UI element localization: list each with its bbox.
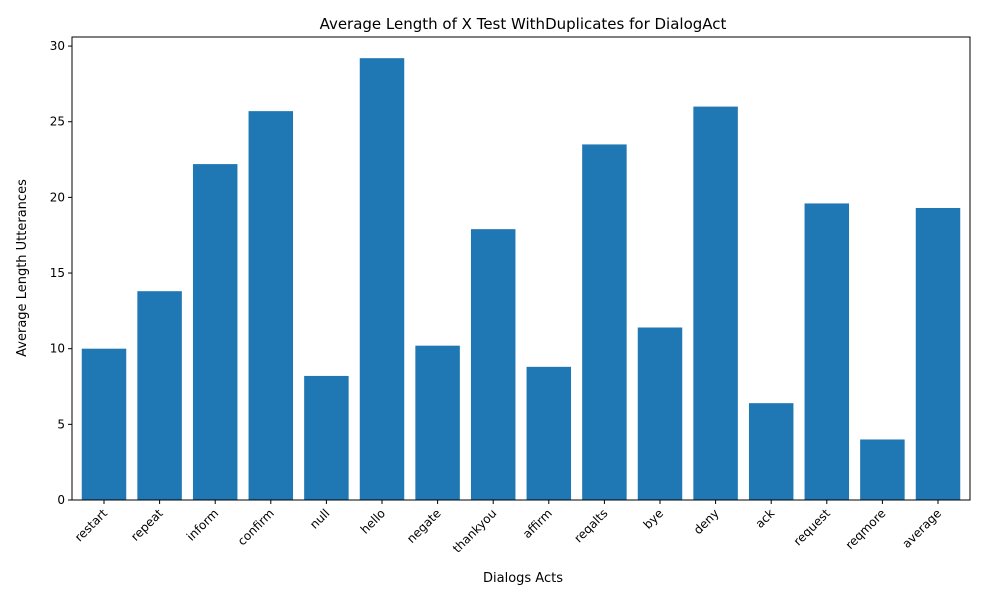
y-tick-label: 30 xyxy=(50,39,65,53)
y-tick-label: 5 xyxy=(57,417,65,431)
x-tick-label: negate xyxy=(404,506,444,546)
y-tick-label: 25 xyxy=(50,115,65,129)
x-tick-label: affirm xyxy=(520,506,555,541)
x-tick-label: thankyou xyxy=(450,506,499,555)
x-tick-label: reqmore xyxy=(843,506,889,552)
y-tick-label: 0 xyxy=(57,493,65,507)
bar-confirm xyxy=(248,111,294,500)
bar-average xyxy=(915,207,961,501)
x-tick-label: average xyxy=(899,506,944,551)
bar-repeat xyxy=(137,291,182,500)
x-tick-label: inform xyxy=(184,506,221,543)
x-axis-ticks: restart repeat inform confirm null hello negat… xyxy=(72,500,944,556)
chart-title: Average Length of X Test WithDuplicates … xyxy=(320,15,727,33)
bar-bye xyxy=(637,327,683,500)
bar-reqalts xyxy=(582,144,627,500)
x-tick-label: repeat xyxy=(128,506,166,544)
x-tick-label: ack xyxy=(753,506,778,531)
bar-deny xyxy=(693,106,738,500)
x-tick-label: request xyxy=(791,506,833,548)
bar-inform xyxy=(192,164,238,501)
x-tick-label: null xyxy=(307,506,332,531)
x-axis-label: Dialogs Acts xyxy=(483,571,563,586)
bars-group xyxy=(81,58,961,501)
x-tick-label: deny xyxy=(691,506,722,537)
plot-frame xyxy=(71,36,971,501)
y-tick-label: 15 xyxy=(50,266,65,280)
x-tick-label: reqalts xyxy=(571,506,610,545)
bar-thankyou xyxy=(470,229,516,500)
y-tick-label: 10 xyxy=(50,342,65,356)
y-tick-label: 20 xyxy=(50,190,65,204)
bar-negate xyxy=(415,345,460,500)
bar-restart xyxy=(81,348,127,500)
bar-null xyxy=(304,375,349,500)
x-tick-label: hello xyxy=(358,506,388,536)
y-axis-label: Average Length Utterances xyxy=(15,179,30,357)
bar-affirm xyxy=(526,366,572,500)
bar-reqmore xyxy=(860,439,905,500)
x-tick-label: restart xyxy=(72,506,110,544)
y-axis-ticks: 0 5 10 15 20 25 30 xyxy=(50,39,72,507)
x-tick-label: confirm xyxy=(235,506,277,548)
x-tick-label: bye xyxy=(641,506,667,532)
bar-ack xyxy=(748,403,794,500)
bar-hello xyxy=(359,58,405,500)
bar-request xyxy=(804,203,850,500)
